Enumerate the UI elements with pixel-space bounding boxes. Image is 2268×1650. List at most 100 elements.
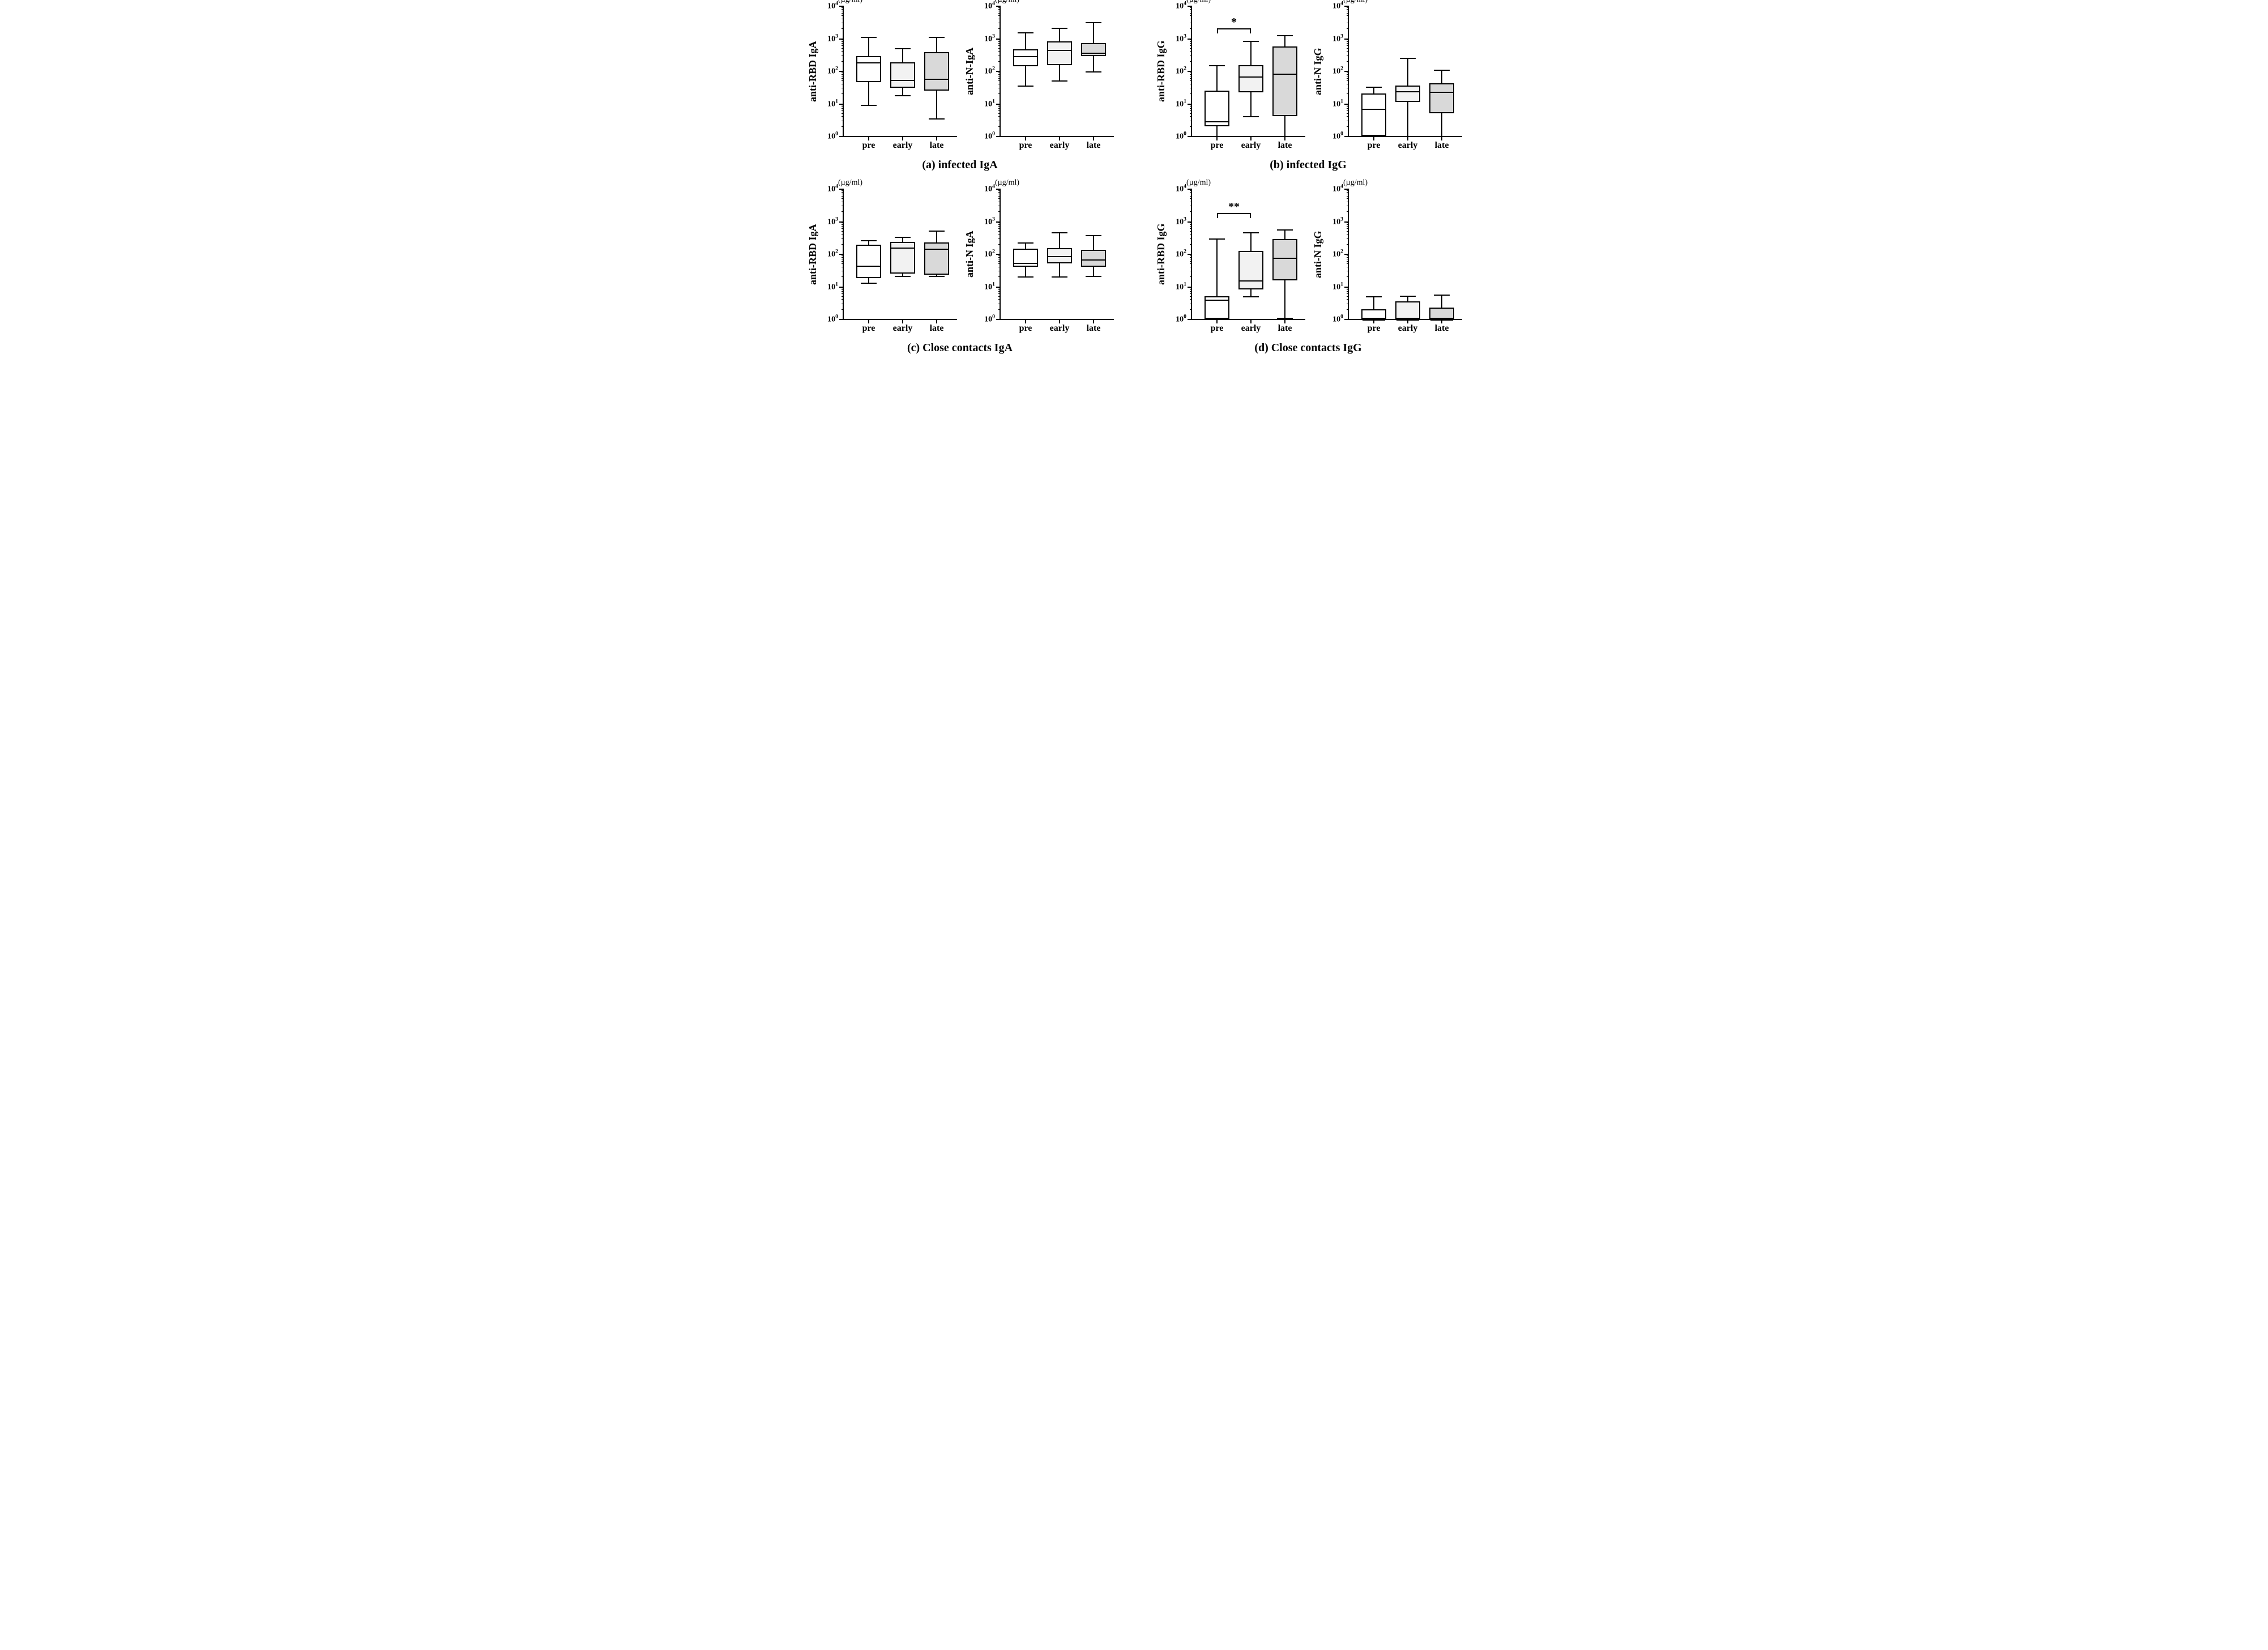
x-tick-label: late [1087, 319, 1101, 334]
y-tick-minor [998, 228, 1001, 229]
y-tick-minor [998, 276, 1001, 277]
panel-d-rbd: anti-RBD IgG(µg/ml)100101102103104preear… [1154, 189, 1305, 320]
median-line [1274, 74, 1296, 75]
y-tick-minor [1347, 113, 1349, 114]
y-tick-minor [998, 261, 1001, 262]
whisker-cap-upper [1434, 295, 1450, 296]
y-tick-label: 100 [827, 131, 844, 142]
y-tick-minor [1347, 244, 1349, 245]
whisker-cap-lower [861, 283, 877, 284]
y-tick-minor [1190, 51, 1192, 52]
y-tick-minor [842, 78, 844, 79]
box-pre [856, 56, 881, 82]
panel-b-rbd: anti-RBD IgG(µg/ml)100101102103104preear… [1154, 6, 1305, 137]
panel-caption: (c) Close contacts IgA [907, 342, 1013, 355]
y-tick-minor [842, 51, 844, 52]
y-tick-label: 101 [827, 281, 844, 292]
axis-area: (µg/ml)100101102103104preearlylate [977, 189, 1114, 320]
median-line [1396, 91, 1419, 92]
box-late [1272, 239, 1297, 280]
median-line [891, 80, 914, 81]
y-tick-minor [998, 309, 1001, 310]
box-early [1047, 248, 1072, 263]
x-tick-label: late [1278, 319, 1292, 334]
significance-label: * [1231, 16, 1237, 29]
y-tick-label: 102 [1332, 249, 1349, 259]
quadrant-row: anti-RBD IgA(µg/ml)100101102103104preear… [806, 6, 1114, 137]
y-axis-label: anti-RBD IgG [1154, 189, 1168, 319]
y-tick-minor [842, 293, 844, 294]
axis-area: (µg/ml)100101102103104preearlylate [1325, 189, 1462, 320]
box-pre [1205, 91, 1229, 126]
whisker-upper [1284, 229, 1285, 239]
box-pre [1361, 309, 1386, 319]
panel-c-n: anti-N IgA(µg/ml)100101102103104preearly… [963, 189, 1114, 320]
whisker-cap-lower [1018, 276, 1033, 278]
median-line [1014, 56, 1037, 57]
whisker-cap-lower [1209, 136, 1225, 137]
y-tick-minor [998, 244, 1001, 245]
y-tick-label: 101 [1332, 281, 1349, 292]
whisker-cap-lower [861, 105, 877, 106]
x-tick-label: pre [1368, 319, 1381, 334]
y-tick-minor [998, 113, 1001, 114]
y-tick-minor [1190, 231, 1192, 232]
y-tick-label: 103 [1176, 33, 1192, 44]
whisker-upper [1407, 58, 1408, 85]
whisker-upper [1093, 235, 1094, 250]
y-tick-minor [1190, 48, 1192, 49]
y-tick-label: 101 [1176, 281, 1192, 292]
box-pre [1013, 249, 1038, 267]
whisker-upper [1059, 28, 1060, 41]
y-tick-minor [1190, 110, 1192, 111]
quadrant-row: anti-RBD IgA(µg/ml)100101102103104preear… [806, 189, 1114, 320]
y-tick-label: 101 [1332, 98, 1349, 109]
x-tick-label: early [1050, 319, 1070, 334]
y-tick-minor [1190, 80, 1192, 81]
y-tick-minor [842, 228, 844, 229]
whisker-upper [936, 37, 937, 52]
y-tick-minor [1347, 28, 1349, 29]
y-tick-label: 100 [984, 314, 1001, 325]
y-tick-minor [998, 116, 1001, 117]
whisker-cap-lower [1086, 276, 1101, 277]
y-tick-minor [1190, 198, 1192, 199]
whisker-cap-upper [1209, 65, 1225, 66]
x-tick-label: pre [1368, 136, 1381, 151]
y-tick-minor [998, 110, 1001, 111]
whisker-cap-upper [895, 237, 911, 238]
y-tick-minor [1347, 45, 1349, 46]
median-line [1048, 256, 1071, 257]
whisker-lower [1250, 289, 1252, 296]
y-tick-minor [842, 231, 844, 232]
y-tick-minor [1347, 263, 1349, 264]
y-tick-minor [842, 80, 844, 81]
significance-label: ** [1228, 201, 1240, 214]
whisker-lower [1025, 267, 1026, 276]
whisker-cap-upper [1018, 32, 1033, 33]
y-tick-minor [1190, 78, 1192, 79]
median-line [1014, 263, 1037, 264]
median-line [1082, 259, 1105, 261]
y-tick-label: 103 [827, 216, 844, 227]
y-tick-minor [1347, 116, 1349, 117]
panel-caption: (a) infected IgA [922, 159, 997, 172]
y-tick-label: 103 [984, 216, 1001, 227]
y-tick-label: 100 [1332, 131, 1349, 142]
axis-area: (µg/ml)100101102103104preearlylate* [1168, 6, 1305, 137]
median-line [857, 62, 880, 63]
y-tick-minor [1190, 126, 1192, 127]
x-tick-label: early [1398, 319, 1418, 334]
whisker-cap-upper [1400, 296, 1416, 297]
y-tick-minor [1347, 261, 1349, 262]
whisker-cap-lower [1052, 276, 1067, 278]
y-tick-label: 104 [1332, 1, 1349, 11]
y-tick-label: 103 [1332, 33, 1349, 44]
y-tick-minor [998, 51, 1001, 52]
x-tick-label: early [1398, 136, 1418, 151]
y-tick-minor [1347, 296, 1349, 297]
significance-bracket [1217, 28, 1251, 33]
y-tick-minor [998, 299, 1001, 300]
y-tick-minor [998, 126, 1001, 127]
y-tick-minor [998, 28, 1001, 29]
